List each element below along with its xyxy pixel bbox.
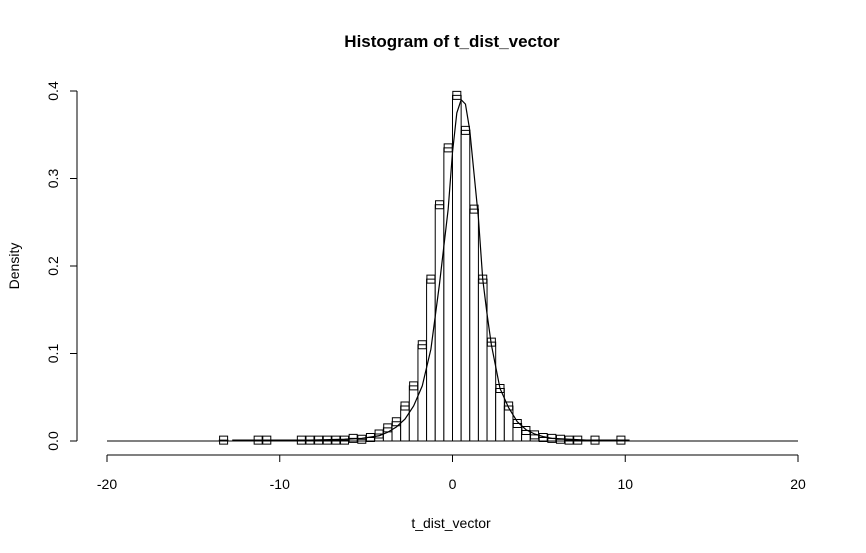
density-marker (460, 125, 470, 135)
histogram-bar (521, 430, 531, 442)
histogram-bar (469, 208, 479, 442)
histogram-bar (564, 439, 574, 442)
density-marker (512, 419, 522, 428)
x-tick-label: 10 (617, 476, 633, 492)
density-marker (365, 433, 375, 442)
histogram-bar (408, 385, 419, 442)
histogram-bar (452, 94, 462, 442)
density-marker (564, 435, 574, 445)
density-marker (590, 435, 600, 445)
density-marker (262, 435, 272, 445)
y-tick-label: 0.3 (45, 169, 61, 189)
y-tick-label: 0.1 (45, 344, 61, 364)
histogram-bar (339, 439, 350, 442)
density-marker (417, 340, 427, 350)
density-curve-layer (219, 90, 630, 445)
x-axis-label: t_dist_vector (411, 515, 491, 531)
histogram-bar (460, 129, 471, 442)
density-marker (296, 435, 306, 445)
y-tick-label: 0.2 (45, 256, 61, 276)
histogram-bars (107, 94, 798, 442)
density-marker (305, 435, 315, 445)
y-tick-label: 0.4 (45, 81, 61, 101)
density-marker (478, 274, 488, 284)
density-marker (521, 426, 531, 435)
density-marker (383, 423, 393, 433)
x-tick-label: -10 (270, 476, 290, 492)
x-tick-label: 0 (449, 476, 457, 492)
histogram-bar (434, 204, 445, 442)
y-axis-label: Density (6, 243, 22, 290)
density-marker (219, 435, 229, 445)
histogram-bar (356, 438, 367, 442)
density-marker (357, 434, 367, 444)
density-marker (443, 143, 453, 153)
density-marker (555, 434, 565, 444)
y-tick-label: 0.0 (45, 431, 61, 451)
histogram-bar (503, 405, 514, 442)
density-marker (435, 200, 445, 210)
density-marker (253, 435, 263, 445)
density-marker (400, 401, 410, 411)
histogram-bar (512, 423, 523, 442)
density-marker (314, 435, 324, 445)
density-marker (504, 401, 514, 411)
x-tick-label: 20 (790, 476, 806, 492)
histogram-bar (400, 405, 410, 442)
density-marker (530, 430, 540, 440)
density-marker (486, 337, 496, 347)
density-marker (322, 435, 332, 445)
histogram-bar (529, 434, 540, 442)
histogram-bar (218, 439, 229, 442)
x-axis: -20 -10 0 10 20 (97, 454, 806, 492)
density-marker (391, 417, 401, 427)
histogram-bar (443, 147, 453, 442)
density-marker (426, 274, 436, 284)
density-marker (331, 435, 341, 445)
density-marker (469, 204, 479, 214)
density-marker (340, 435, 350, 445)
density-marker (452, 90, 462, 100)
x-tick-label: -20 (97, 476, 117, 492)
density-marker (616, 435, 626, 445)
density-marker (374, 429, 384, 439)
density-marker (573, 435, 583, 445)
density-marker (547, 433, 557, 443)
histogram-bar (538, 437, 549, 442)
density-marker (495, 384, 505, 393)
chart-title: Histogram of t_dist_vector (344, 32, 560, 51)
y-axis: 0.0 0.1 0.2 0.3 0.4 (45, 81, 78, 451)
density-marker (538, 433, 548, 442)
histogram-bar (331, 439, 341, 442)
density-marker (409, 381, 419, 391)
density-marker (348, 433, 358, 443)
